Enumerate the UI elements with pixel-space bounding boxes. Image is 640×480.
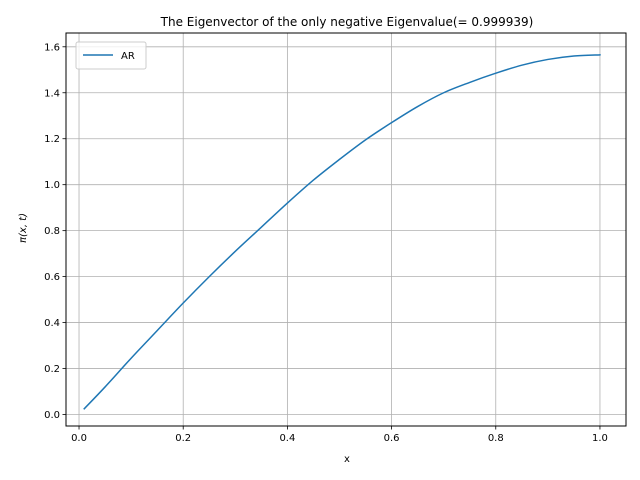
- x-tick-label: 0.6: [384, 433, 400, 444]
- plot-frame: [65, 32, 627, 427]
- y-axis: 0.0 0.2 0.4 0.6 0.8 1.0 1.2 1.4 1.6: [44, 42, 66, 421]
- y-axis-label: π(x, t): [18, 213, 29, 243]
- y-tick-label: 1.2: [44, 134, 60, 145]
- series-layer: [83, 54, 601, 410]
- x-axis-label: x: [344, 454, 350, 465]
- y-tick-label: 0.8: [44, 226, 60, 237]
- series-line-ar: [83, 54, 601, 410]
- x-tick-label: 0.0: [71, 433, 87, 444]
- grid: [66, 33, 626, 426]
- chart-title: The Eigenvector of the only negative Eig…: [160, 15, 534, 29]
- y-tick-label: 1.6: [44, 42, 60, 53]
- x-tick-label: 0.4: [279, 433, 295, 444]
- legend: AR: [75, 41, 147, 70]
- x-axis: 0.0 0.2 0.4 0.6 0.8 1.0: [71, 426, 608, 444]
- y-tick-label: 0.4: [44, 318, 60, 329]
- y-tick-label: 1.0: [44, 180, 60, 191]
- y-tick-label: 0.2: [44, 364, 60, 375]
- x-tick-label: 0.2: [175, 433, 191, 444]
- y-tick-label: 0.0: [44, 410, 60, 421]
- x-tick-label: 0.8: [488, 433, 504, 444]
- y-tick-label: 0.6: [44, 272, 60, 283]
- legend-label-ar: AR: [121, 51, 135, 62]
- y-tick-label: 1.4: [44, 88, 60, 99]
- x-tick-label: 1.0: [592, 433, 608, 444]
